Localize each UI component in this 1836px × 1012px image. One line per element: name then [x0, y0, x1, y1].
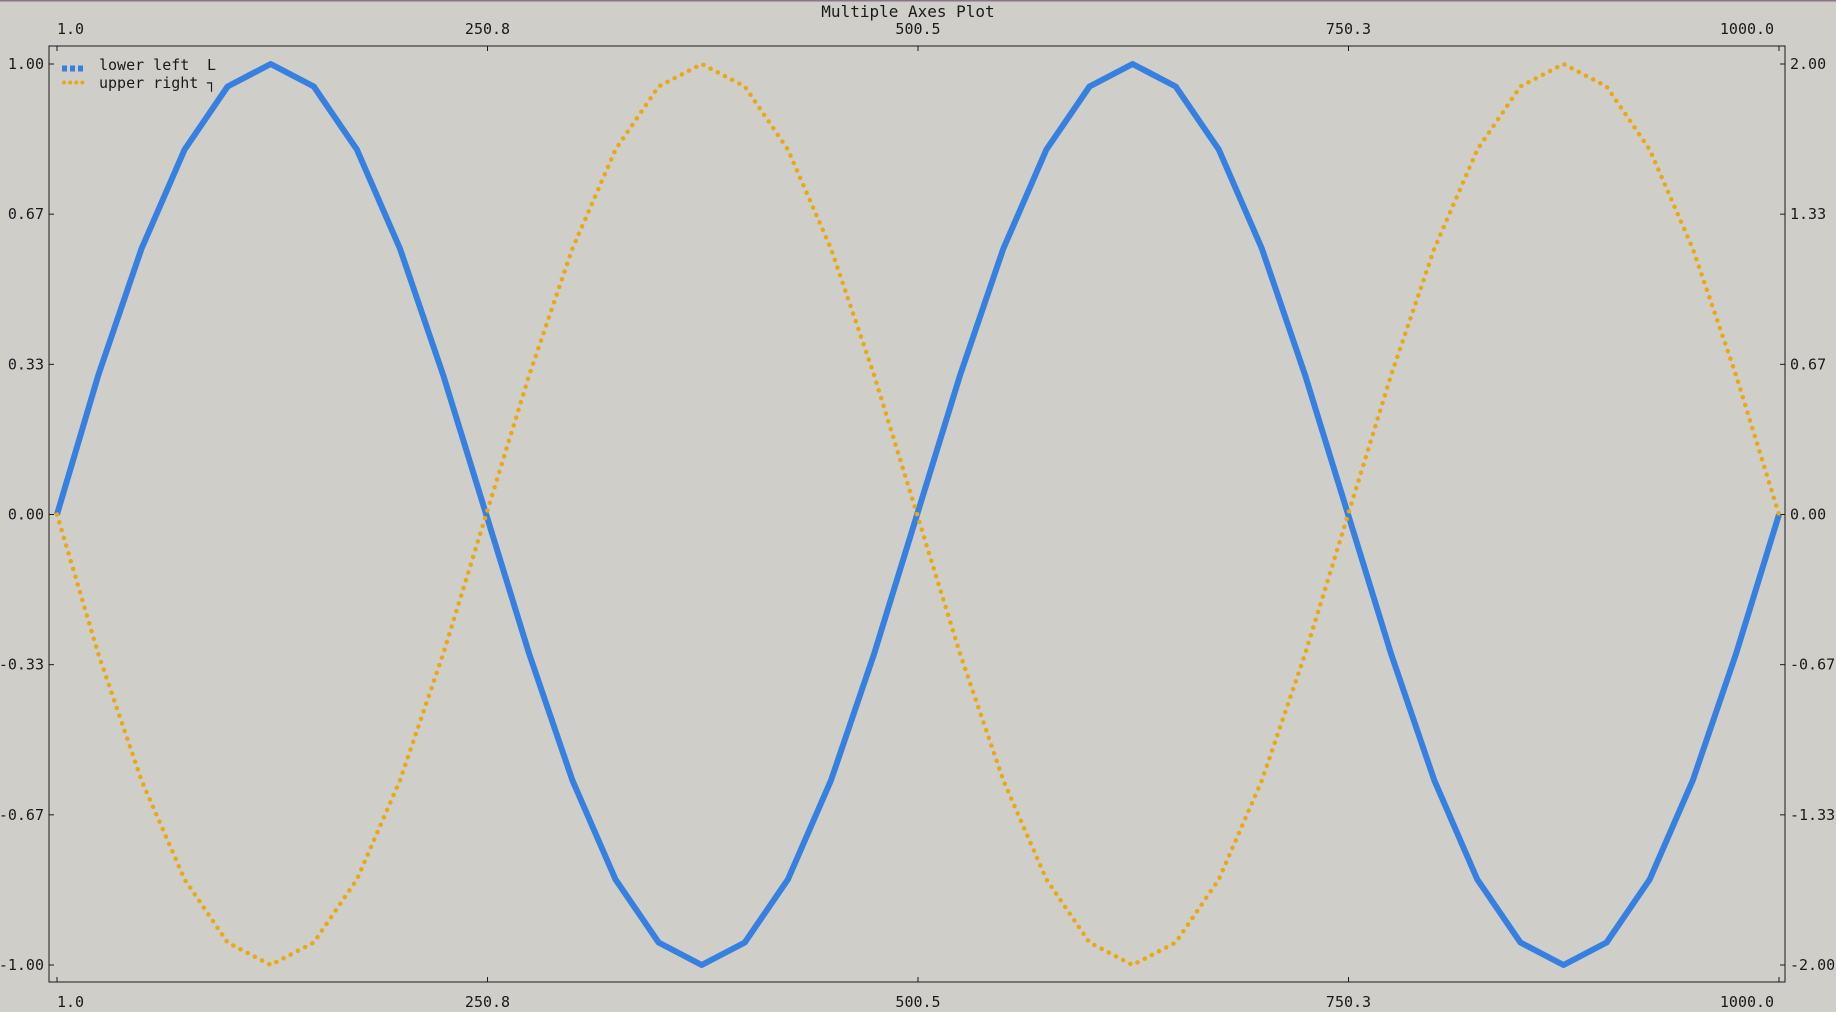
- y-tick-label-right: -1.33: [1790, 806, 1835, 824]
- window-top-edge: [0, 0, 1836, 2]
- series-upper-right-dots: [54, 61, 1782, 968]
- x-tick-label-top: 1000.0: [1720, 20, 1774, 38]
- y-tick-label-left: 1.00: [8, 55, 44, 73]
- y-tick-label-right: 2.00: [1790, 55, 1826, 73]
- series-layer: [54, 61, 1782, 968]
- y-tick-label-left: -0.67: [0, 806, 44, 824]
- y-tick-label-right: -0.67: [1790, 656, 1835, 674]
- x-tick-label-top: 750.3: [1326, 20, 1371, 38]
- y-tick-label-left: 0.67: [8, 205, 44, 223]
- y-tick-label-left: 0.00: [8, 506, 44, 524]
- x-tick-label-bottom: 250.8: [465, 993, 510, 1011]
- x-tick-label-top: 1.0: [57, 20, 84, 38]
- legend: lower left L upper right ┐: [62, 56, 216, 92]
- y-tick-label-left: -0.33: [0, 656, 44, 674]
- y-tick-label-right: -2.00: [1790, 956, 1835, 974]
- legend-axis-marker-lower-left: L: [207, 56, 216, 74]
- y-tick-label-left: -1.00: [0, 956, 44, 974]
- y-tick-label-right: 0.00: [1790, 506, 1826, 524]
- legend-label-lower-left: lower left: [99, 56, 189, 74]
- legend-axis-marker-upper-right: ┐: [206, 74, 216, 92]
- x-tick-label-bottom: 1000.0: [1720, 993, 1774, 1011]
- y-tick-label-right: 1.33: [1790, 205, 1826, 223]
- axis-ticks: 1.0 1.0 250.8 250.8 500.5 500.5 750.3 750.3 1000…: [0, 20, 1835, 1011]
- x-tick-label-bottom: 750.3: [1326, 993, 1371, 1011]
- x-tick-label-bottom: 500.5: [895, 993, 940, 1011]
- legend-label-upper-right: upper right: [99, 74, 198, 92]
- y-tick-label-left: 0.33: [8, 355, 44, 373]
- y-tick-label-right: 0.67: [1790, 355, 1826, 373]
- x-tick-label-top: 500.5: [895, 20, 940, 38]
- chart-title: Multiple Axes Plot: [821, 2, 994, 21]
- x-tick-label-top: 250.8: [465, 20, 510, 38]
- x-tick-label-bottom: 1.0: [57, 993, 84, 1011]
